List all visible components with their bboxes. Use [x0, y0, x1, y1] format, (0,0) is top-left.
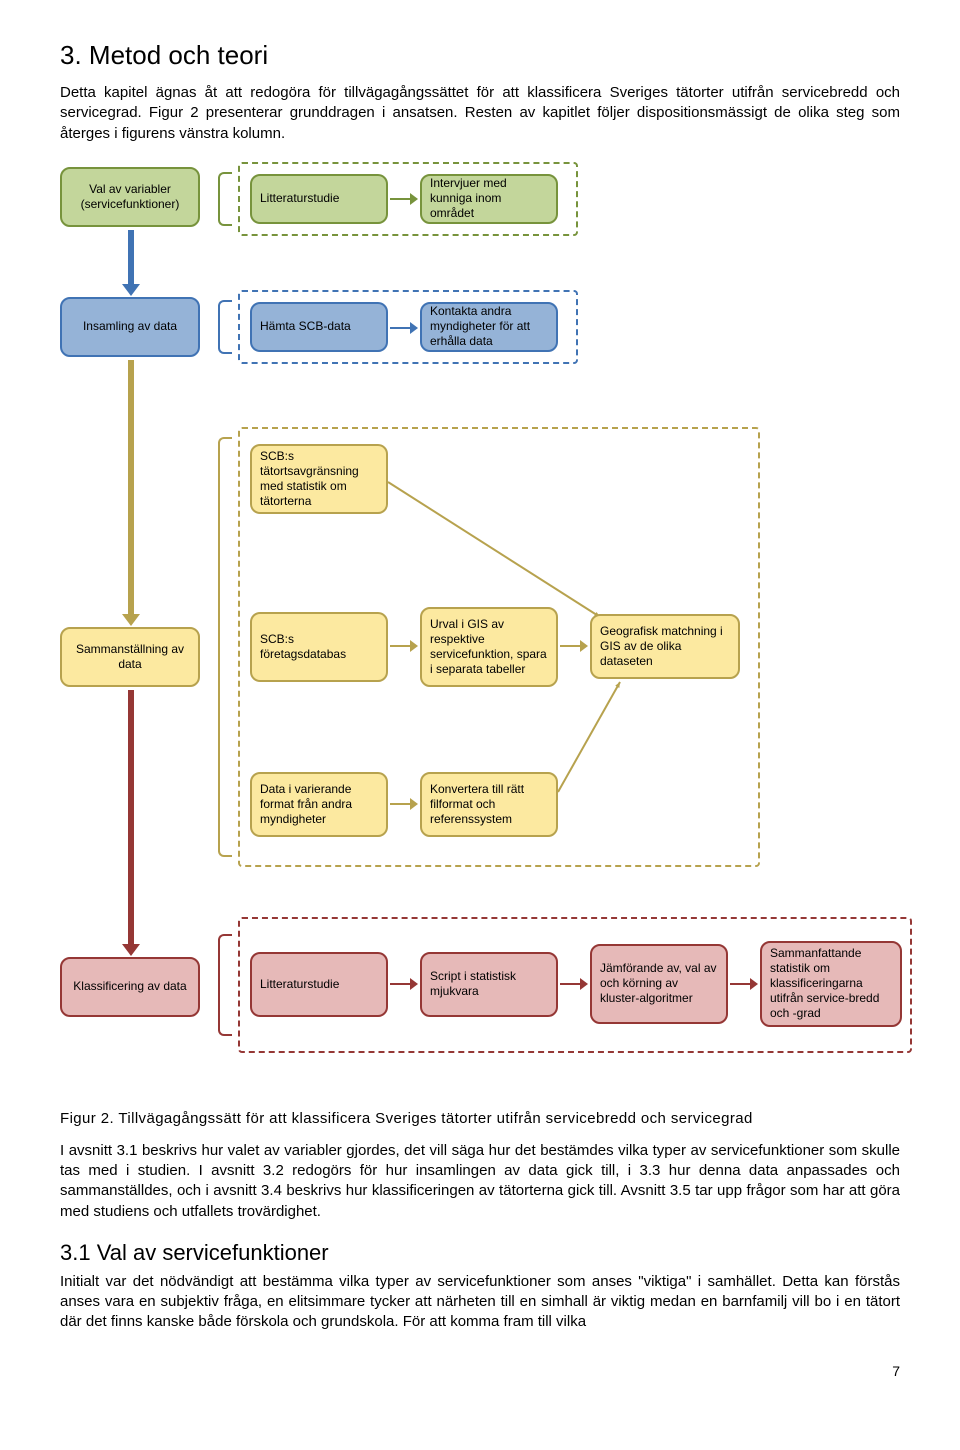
step-box: Sammanfattande statistik om klassificeri…	[760, 941, 902, 1027]
arrow-right	[390, 798, 418, 810]
section-heading: 3. Metod och teori	[60, 40, 900, 71]
page-number: 7	[60, 1363, 900, 1379]
arrow-right	[560, 640, 588, 652]
stage-box: Sammanställning av data	[60, 627, 200, 687]
arrow-right	[730, 978, 758, 990]
intro-paragraph: Detta kapitel ägnas åt att redogöra för …	[60, 83, 900, 144]
step-box: Litteraturstudie	[250, 952, 388, 1017]
step-box: Geografisk matchning i GIS av de olika d…	[590, 614, 740, 679]
step-box: Jämförande av, val av och körning av klu…	[590, 944, 728, 1024]
arrow-right	[390, 640, 418, 652]
arrow-down	[122, 690, 140, 956]
bracket	[218, 300, 232, 354]
body-paragraph: I avsnitt 3.1 beskrivs hur valet av vari…	[60, 1141, 900, 1222]
flow-diagram: Val av variabler (servicefunktioner) Insa…	[60, 162, 900, 1102]
bracket	[218, 437, 232, 857]
step-box: Intervjuer med kunniga inom området	[420, 174, 558, 224]
connector-line	[558, 682, 632, 804]
step-box: SCB:s tätortsavgränsning med statistik o…	[250, 444, 388, 514]
arrow-right	[560, 978, 588, 990]
step-box: Script i statistisk mjukvara	[420, 952, 558, 1017]
arrow-down	[122, 360, 140, 626]
arrow-right	[390, 193, 418, 205]
arrow-down	[122, 230, 140, 296]
arrow-right	[390, 978, 418, 990]
stage-box: Val av variabler (servicefunktioner)	[60, 167, 200, 227]
step-box: Hämta SCB-data	[250, 302, 388, 352]
step-box: Kontakta andra myndigheter för att erhål…	[420, 302, 558, 352]
step-box: Litteraturstudie	[250, 174, 388, 224]
step-box: Konvertera till rätt filformat och refer…	[420, 772, 558, 837]
bracket	[218, 172, 232, 226]
step-box: Data i varierande format från andra mynd…	[250, 772, 388, 837]
subsection-paragraph: Initialt var det nödvändigt att bestämma…	[60, 1272, 900, 1333]
step-box: Urval i GIS av respektive servicefunktio…	[420, 607, 558, 687]
arrow-right	[390, 322, 418, 334]
figure-caption: Figur 2. Tillvägagångssätt för att klass…	[60, 1110, 900, 1127]
subsection-heading: 3.1 Val av servicefunktioner	[60, 1240, 900, 1266]
stage-box: Klassificering av data	[60, 957, 200, 1017]
bracket	[218, 934, 232, 1036]
step-box: SCB:s företagsdatabas	[250, 612, 388, 682]
stage-box: Insamling av data	[60, 297, 200, 357]
